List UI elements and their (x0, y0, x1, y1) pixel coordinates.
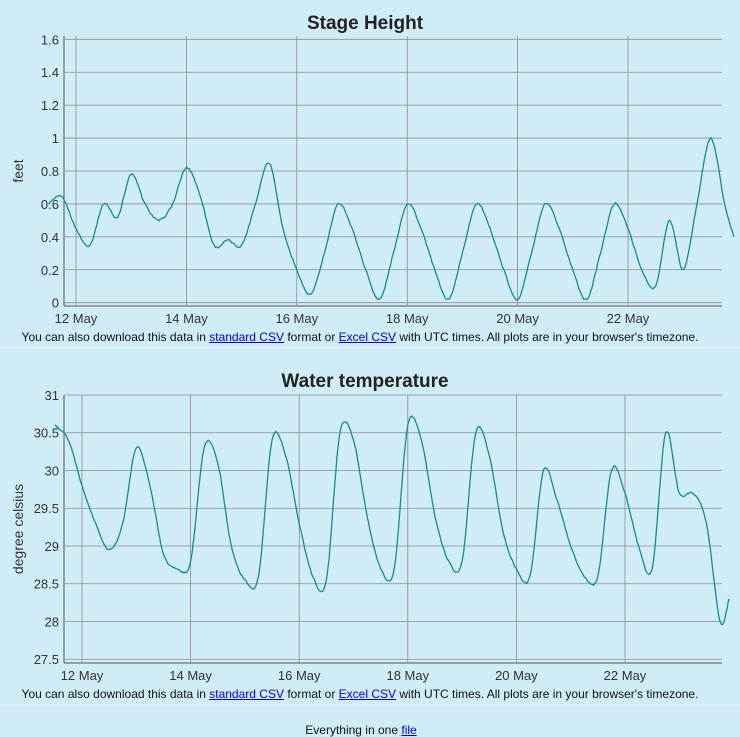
series-line (54, 415, 730, 626)
water-temperature-panel: Water temperature 27.5 28 28.5 29 29.5 30 30.5 3… (0, 358, 740, 703)
footer: Everything in one file (0, 723, 722, 737)
notice-prefix: You can also download this data in (21, 330, 206, 344)
y-tick-label: 29 (45, 539, 59, 554)
everything-file-link[interactable]: file (401, 723, 417, 737)
notice-middle: format or (287, 687, 336, 701)
notice-suffix: with UTC times. All plots are in your br… (399, 687, 699, 701)
series-line (48, 136, 735, 301)
stage-height-panel: Stage Height 0 0.2 0.4 0.6 0.8 1 1.2 1.4 1.6 12 Ma… (0, 0, 740, 345)
x-tick-label: 18 May (386, 668, 429, 683)
notice-middle: format or (287, 330, 336, 344)
stage-height-chart: Stage Height 0 0.2 0.4 0.6 0.8 1 1.2 1.4 1.6 12 Ma… (10, 13, 735, 326)
y-tick-label: 30 (45, 463, 59, 478)
standard-csv-link[interactable]: standard CSV (209, 687, 284, 701)
x-tick-label: 12 May (55, 311, 98, 326)
y-tick-label: 0.8 (41, 164, 59, 179)
x-tick-label: 16 May (275, 311, 318, 326)
download-notice: You can also download this data in stand… (0, 687, 720, 701)
excel-csv-link[interactable]: Excel CSV (338, 687, 397, 701)
y-tick-label: 0.6 (41, 197, 59, 212)
standard-csv-link[interactable]: standard CSV (209, 330, 284, 344)
y-tick-label: 1 (52, 131, 59, 146)
notice-suffix: with UTC times. All plots are in your br… (399, 330, 699, 344)
y-tick-label: 0 (52, 296, 59, 311)
chart-title: Stage Height (307, 13, 424, 34)
x-tick-label: 20 May (496, 311, 539, 326)
y-tick-label: 0.2 (41, 263, 59, 278)
water-temperature-chart: Water temperature 27.5 28 28.5 29 29.5 30 30.5 3… (10, 371, 730, 683)
y-tick-label: 0.4 (41, 230, 59, 245)
footer-text: Everything in one (305, 723, 399, 737)
y-tick-label: 29.5 (34, 501, 59, 516)
y-tick-label: 31 (45, 388, 59, 403)
y-tick-label: 28.5 (34, 577, 59, 592)
section-divider (0, 704, 740, 705)
x-tick-label: 16 May (278, 668, 321, 683)
y-axis-label: degree celsius (10, 484, 26, 574)
y-axis-label: feet (10, 159, 26, 182)
section-divider (0, 347, 740, 348)
x-tick-label: 12 May (61, 668, 104, 683)
y-tick-label: 30.5 (34, 426, 59, 441)
notice-prefix: You can also download this data in (21, 687, 206, 701)
x-tick-label: 14 May (169, 668, 212, 683)
download-notice: You can also download this data in stand… (0, 330, 720, 344)
y-tick-label: 1.2 (41, 98, 59, 113)
x-tick-label: 20 May (495, 668, 538, 683)
x-tick-label: 14 May (165, 311, 208, 326)
x-tick-label: 22 May (604, 668, 647, 683)
chart-title: Water temperature (281, 371, 448, 392)
x-tick-label: 18 May (386, 311, 429, 326)
x-tick-label: 22 May (607, 311, 650, 326)
y-tick-label: 27.5 (34, 652, 59, 667)
y-tick-label: 1.6 (41, 32, 59, 47)
excel-csv-link[interactable]: Excel CSV (338, 330, 397, 344)
y-tick-label: 1.4 (41, 65, 59, 80)
y-tick-label: 28 (45, 614, 59, 629)
